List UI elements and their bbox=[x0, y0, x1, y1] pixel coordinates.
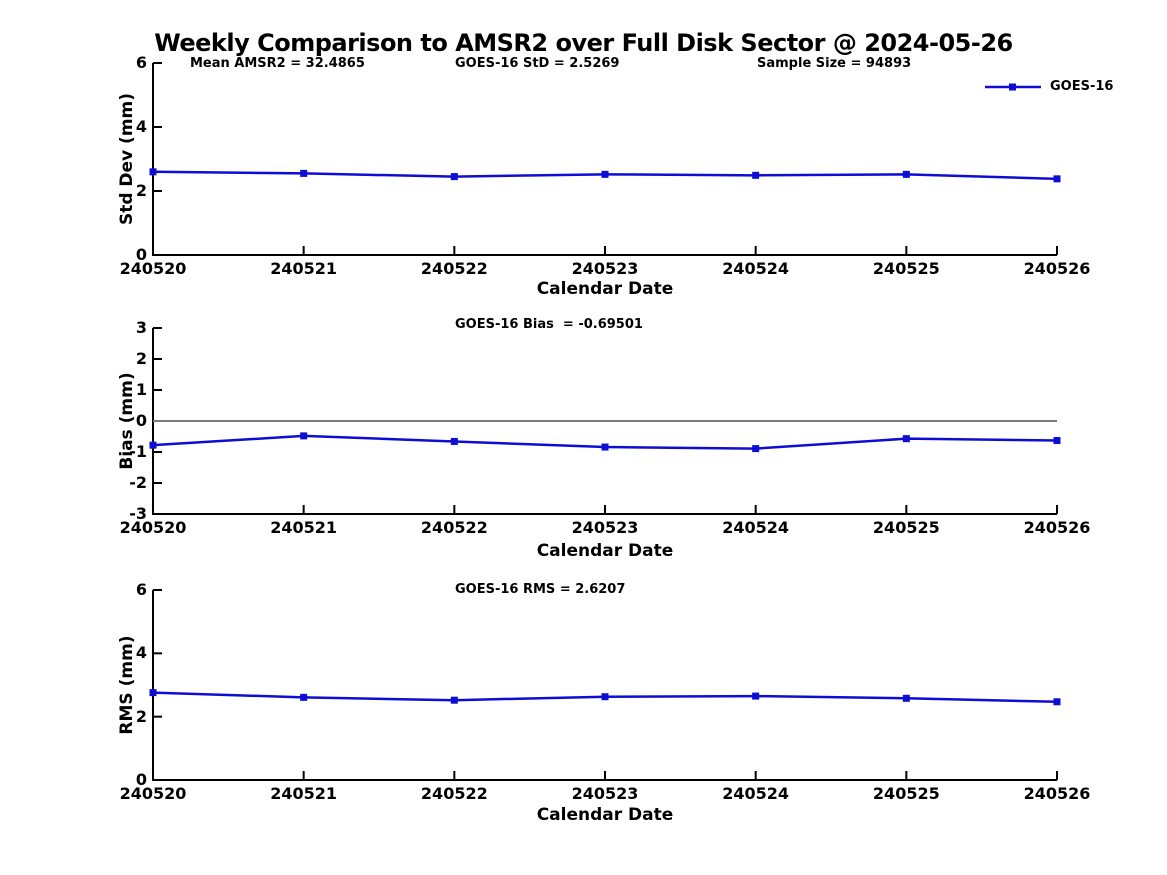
chart-title: Weekly Comparison to AMSR2 over Full Dis… bbox=[154, 29, 1013, 57]
y-tick-label: 4 bbox=[135, 643, 147, 663]
x-tick-label: 240525 bbox=[872, 518, 940, 537]
y-tick-label: 4 bbox=[135, 117, 147, 136]
legend: GOES-16 bbox=[984, 79, 1113, 94]
legend-line-sample bbox=[985, 83, 1041, 90]
y-tick-label: -1 bbox=[129, 442, 147, 461]
y-tick-label: 0 bbox=[135, 245, 147, 264]
y-tick-label: 2 bbox=[135, 181, 147, 200]
data-point-marker bbox=[752, 445, 760, 453]
data-point-marker bbox=[601, 170, 609, 178]
x-tick-label: 240520 bbox=[119, 518, 187, 537]
y-tick-label: 0 bbox=[135, 770, 147, 789]
data-point-marker bbox=[902, 170, 910, 178]
x-tick-label: 240526 bbox=[1023, 259, 1091, 278]
data-point-marker bbox=[601, 693, 609, 701]
x-axis-label-1: Calendar Date bbox=[536, 279, 674, 299]
data-point-marker bbox=[902, 435, 910, 443]
y-tick-label: 6 bbox=[135, 580, 147, 599]
y-tick-label: -3 bbox=[129, 504, 147, 523]
data-point-marker bbox=[149, 689, 157, 697]
annotation-sample-size: Sample Size = 94893 bbox=[757, 56, 912, 71]
x-tick-label: 240525 bbox=[872, 784, 940, 803]
x-tick-label: 240526 bbox=[1023, 518, 1091, 537]
x-tick-label: 240521 bbox=[270, 518, 338, 537]
x-tick-label: 240524 bbox=[722, 518, 790, 537]
data-point-marker bbox=[752, 171, 760, 179]
data-point-marker bbox=[300, 693, 308, 701]
x-tick-label: 240523 bbox=[571, 518, 639, 537]
data-point-marker bbox=[1053, 175, 1061, 183]
x-tick-label: 240521 bbox=[270, 784, 338, 803]
data-point-marker bbox=[450, 173, 458, 181]
y-tick-label: 1 bbox=[135, 380, 147, 399]
annotation-goes16-std: GOES-16 StD = 2.5269 bbox=[455, 56, 620, 71]
y-tick-label: 0 bbox=[135, 411, 147, 430]
data-point-marker bbox=[149, 168, 157, 176]
square-marker-icon bbox=[1009, 83, 1016, 90]
data-point-marker bbox=[300, 432, 308, 440]
y-tick-label: 2 bbox=[135, 706, 147, 726]
x-tick-label: 240526 bbox=[1023, 784, 1091, 803]
data-point-marker bbox=[450, 696, 458, 704]
x-tick-label: 240520 bbox=[119, 259, 187, 278]
x-tick-label: 240522 bbox=[420, 518, 488, 537]
annotation-goes16-bias: GOES-16 Bias = -0.69501 bbox=[455, 317, 643, 332]
data-point-marker bbox=[902, 694, 910, 702]
x-tick-label: 240524 bbox=[722, 784, 790, 803]
x-tick-label: 240525 bbox=[872, 259, 940, 278]
data-point-marker bbox=[149, 441, 157, 449]
data-point-marker bbox=[300, 169, 308, 177]
data-point-marker bbox=[752, 692, 760, 700]
annotation-goes16-rms: GOES-16 RMS = 2.6207 bbox=[455, 582, 626, 597]
x-tick-label: 240521 bbox=[270, 259, 338, 278]
data-point-marker bbox=[601, 443, 609, 451]
data-point-marker bbox=[1053, 698, 1061, 706]
x-tick-label: 240523 bbox=[571, 784, 639, 803]
x-tick-label: 240524 bbox=[722, 259, 790, 278]
x-tick-label: 240522 bbox=[420, 259, 488, 278]
x-axis-label-2: Calendar Date bbox=[536, 541, 674, 561]
data-point-marker bbox=[450, 437, 458, 445]
y-tick-label: -2 bbox=[129, 473, 147, 492]
x-tick-label: 240522 bbox=[420, 784, 488, 803]
x-tick-label: 240523 bbox=[571, 259, 639, 278]
y-tick-label: 6 bbox=[135, 53, 147, 72]
y-tick-label: 3 bbox=[135, 318, 147, 337]
data-point-marker bbox=[1053, 437, 1061, 445]
legend-label: GOES-16 bbox=[1050, 79, 1114, 94]
annotation-mean-amsr2: Mean AMSR2 = 32.4865 bbox=[190, 56, 365, 71]
x-axis-label-3: Calendar Date bbox=[536, 805, 674, 825]
x-tick-label: 240520 bbox=[119, 784, 187, 803]
y-tick-label: 2 bbox=[135, 349, 147, 368]
